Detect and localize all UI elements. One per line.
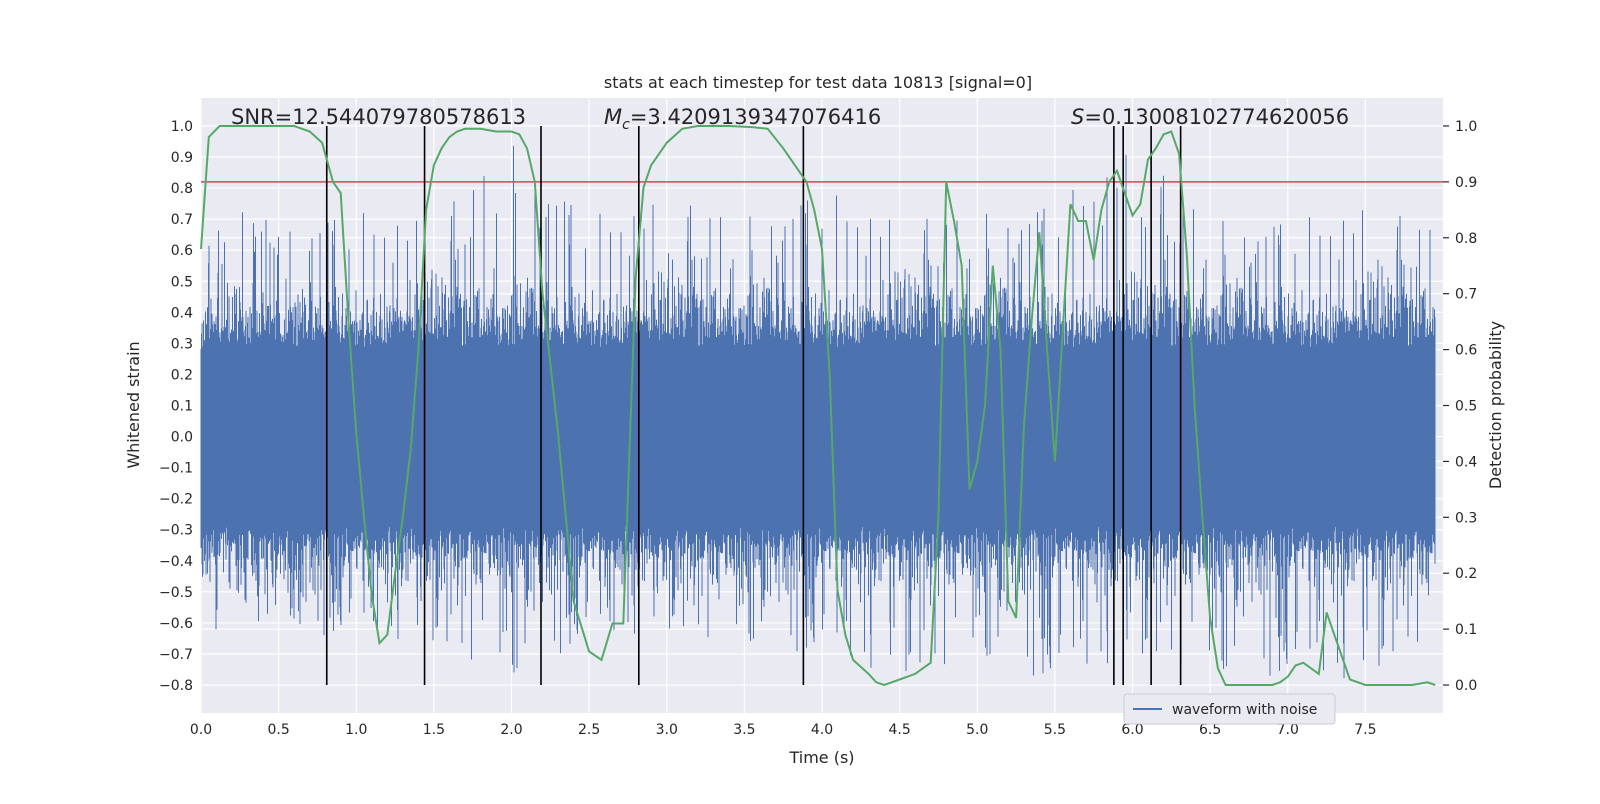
detection-probability-series: [200, 125, 1436, 687]
y-tick-label: −0.3: [159, 523, 193, 539]
y-tick-label: 0.1: [171, 399, 193, 415]
s-symbol: S: [1071, 105, 1084, 129]
x-tick-label: 3.0: [656, 722, 678, 738]
y-tick-label: −0.4: [159, 554, 193, 570]
y-tick-label: 0.6: [171, 243, 193, 259]
x-tick-label: 3.5: [733, 722, 755, 738]
snr-annotation: SNR=12.544079780578613: [231, 105, 526, 129]
chirp-mass-symbol: M: [604, 105, 622, 129]
y-tick-label: −0.1: [159, 461, 193, 477]
x-tick-label: 7.0: [1277, 722, 1299, 738]
chirp-mass-subscript: c: [622, 117, 630, 133]
y-tick-label: −0.6: [159, 616, 193, 632]
legend-box: [1123, 693, 1336, 725]
x-tick-label: 5.0: [966, 722, 988, 738]
y-tick-label: 1.0: [171, 119, 193, 135]
y-axis-label: Whitened strain: [124, 341, 143, 468]
x-tick-label: 0.0: [190, 722, 212, 738]
y-tick-label: −0.8: [159, 678, 193, 694]
plot-content: [200, 125, 1443, 687]
y2-axis-label: Detection probability: [1486, 321, 1505, 489]
y2-tick-label: 1.0: [1455, 119, 1477, 135]
x-tick-label: 1.0: [345, 722, 367, 738]
x-tick-label: 1.5: [423, 722, 445, 738]
s-value: =0.13008102774620056: [1084, 105, 1349, 129]
y2-tick-label: 0.3: [1455, 510, 1477, 526]
y2-tick-label: 0.5: [1455, 399, 1477, 415]
y-tick-label: 0.8: [171, 181, 193, 197]
y-tick-label: 0.3: [171, 336, 193, 352]
y-tick-label: 0.0: [171, 430, 193, 446]
y2-tick-label: 0.9: [1455, 175, 1477, 191]
s-annotation: S=0.13008102774620056: [1071, 105, 1349, 129]
y2-tick-label: 0.1: [1455, 622, 1477, 638]
legend: waveform with noise: [1123, 693, 1336, 725]
chirp-mass-value: =3.4209139347076416: [630, 105, 881, 129]
chart-title: stats at each timestep for test data 108…: [604, 73, 1032, 92]
y2-tick-label: 0.0: [1455, 678, 1477, 694]
y2-tick-label: 0.8: [1455, 231, 1477, 247]
x-tick-label: 2.5: [578, 722, 600, 738]
x-tick-label: 7.5: [1354, 722, 1376, 738]
y-tick-label: 0.5: [171, 274, 193, 290]
x-axis-label: Time (s): [788, 748, 854, 767]
legend-label-waveform: waveform with noise: [1172, 702, 1317, 718]
y2-tick-label: 0.2: [1455, 566, 1477, 582]
y-tick-label: −0.5: [159, 585, 193, 601]
y-tick-label: 0.7: [171, 212, 193, 228]
y-tick-label: −0.2: [159, 492, 193, 508]
y2-tick-label: 0.7: [1455, 287, 1477, 303]
x-tick-label: 5.5: [1044, 722, 1066, 738]
y2-tick-label: 0.6: [1455, 343, 1477, 359]
x-tick-label: 6.5: [1199, 722, 1221, 738]
chirp-mass-annotation: Mc=3.4209139347076416: [604, 105, 881, 133]
y-tick-label: 0.4: [171, 305, 193, 321]
y-tick-label: 0.2: [171, 367, 193, 383]
y-tick-label: 0.9: [171, 150, 193, 166]
x-tick-label: 4.5: [888, 722, 910, 738]
axis-ticks: 0.0 0.5 1.0 1.5 2.0 2.5 3.0 3.5 4.0 4.5 5.0 5.5 6.0 6…: [159, 119, 1477, 738]
y-tick-label: −0.7: [159, 647, 193, 663]
x-tick-label: 2.0: [500, 722, 522, 738]
x-tick-label: 6.0: [1121, 722, 1143, 738]
x-tick-label: 0.5: [267, 722, 289, 738]
y2-tick-label: 0.4: [1455, 454, 1477, 470]
x-tick-label: 4.0: [811, 722, 833, 738]
